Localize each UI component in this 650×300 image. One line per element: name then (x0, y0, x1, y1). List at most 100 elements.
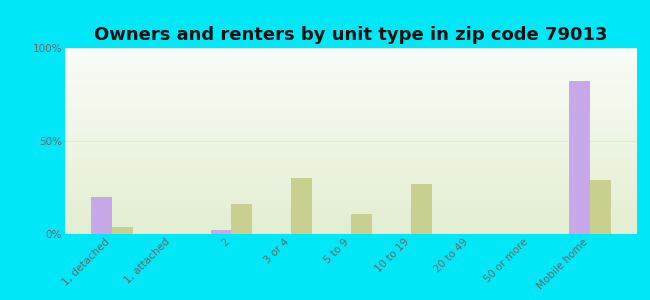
Bar (65, 124, 637, 125)
Bar (65, 48, 637, 49)
Bar (65, 115, 637, 116)
Bar (65, 190, 637, 191)
Bar (65, 217, 637, 218)
Bar (65, 129, 637, 130)
Bar (65, 163, 637, 164)
Bar (65, 150, 637, 151)
Bar (65, 135, 637, 136)
Bar (65, 142, 637, 143)
Bar (65, 204, 637, 205)
Bar (65, 155, 637, 156)
Bar (65, 131, 637, 132)
Bar (65, 218, 637, 219)
Bar (65, 173, 637, 175)
Bar (112, 226, 133, 234)
Bar (65, 121, 637, 122)
Bar (590, 180, 611, 234)
Bar (65, 117, 637, 118)
Bar (65, 197, 637, 198)
Bar (65, 56, 637, 57)
Bar (65, 108, 637, 110)
Bar (65, 73, 637, 74)
Bar (231, 204, 252, 234)
Bar (65, 98, 637, 99)
Bar (65, 84, 637, 85)
Bar (65, 220, 637, 221)
Bar (65, 133, 637, 134)
Bar (65, 102, 637, 103)
Bar (65, 127, 637, 128)
Bar (65, 206, 637, 207)
Bar (65, 67, 637, 68)
Bar (65, 74, 637, 75)
Bar (65, 95, 637, 96)
Bar (65, 137, 637, 138)
Bar (65, 186, 637, 187)
Bar (65, 211, 637, 212)
Bar (65, 216, 637, 217)
Bar (65, 52, 637, 54)
Bar (65, 111, 637, 112)
Bar (65, 118, 637, 119)
Bar (65, 75, 637, 76)
Bar (65, 100, 637, 101)
Bar (65, 128, 637, 129)
Bar (65, 136, 637, 137)
Bar (65, 228, 637, 229)
Bar (65, 196, 637, 197)
Title: Owners and renters by unit type in zip code 79013: Owners and renters by unit type in zip c… (94, 26, 608, 44)
Bar (65, 64, 637, 65)
Bar (65, 65, 637, 66)
Bar (65, 145, 637, 146)
Bar (65, 89, 637, 90)
Bar (65, 184, 637, 185)
Bar (65, 227, 637, 228)
Bar (65, 164, 637, 165)
Bar (65, 112, 637, 113)
Bar (65, 91, 637, 92)
Bar (65, 157, 637, 158)
Bar (65, 69, 637, 70)
Bar (65, 205, 637, 206)
Bar (65, 169, 637, 170)
Bar (65, 195, 637, 196)
Bar (65, 202, 637, 203)
Bar (65, 212, 637, 213)
Bar (65, 61, 637, 62)
Bar (65, 182, 637, 183)
Bar (65, 166, 637, 167)
Bar (65, 86, 637, 87)
Bar (65, 77, 637, 78)
Bar (65, 231, 637, 232)
Bar (65, 213, 637, 214)
Bar (65, 185, 637, 186)
Bar (65, 167, 637, 168)
Bar (65, 225, 637, 226)
Bar (65, 59, 637, 60)
Bar (65, 97, 637, 98)
Bar (65, 172, 637, 173)
Bar (65, 132, 637, 133)
Bar (65, 134, 637, 135)
Bar (65, 194, 637, 195)
Bar (65, 232, 637, 233)
Bar (65, 82, 637, 83)
Bar (65, 88, 637, 89)
Bar (65, 130, 637, 131)
Bar (65, 170, 637, 171)
Bar (65, 58, 637, 59)
Bar (65, 120, 637, 121)
Bar (65, 62, 637, 63)
Bar (65, 221, 637, 222)
Bar (65, 198, 637, 199)
Bar (65, 156, 637, 157)
Bar (65, 226, 637, 227)
Bar (65, 51, 637, 52)
Bar (65, 125, 637, 126)
Bar (65, 202, 637, 203)
Bar (65, 180, 637, 181)
Bar (65, 192, 637, 193)
Bar (65, 193, 637, 194)
Bar (65, 219, 637, 220)
Bar (65, 147, 637, 148)
